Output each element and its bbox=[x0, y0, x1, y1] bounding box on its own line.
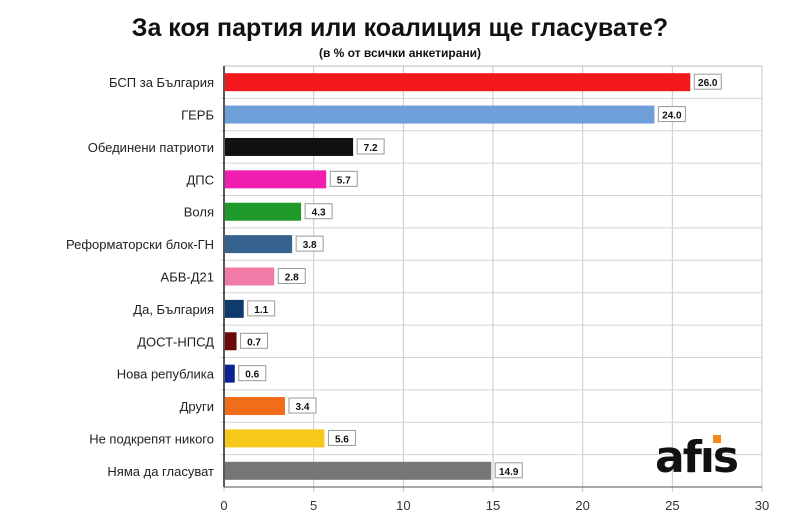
data-label: 0.7 bbox=[247, 337, 261, 348]
bar bbox=[225, 73, 691, 92]
bar bbox=[225, 267, 275, 286]
category-label: Не подкрепят никого bbox=[89, 431, 214, 446]
x-tick-label: 5 bbox=[310, 498, 317, 513]
data-label-box bbox=[295, 235, 324, 252]
bar bbox=[225, 429, 325, 448]
category-label: АБВ-Д21 bbox=[161, 270, 214, 285]
category-label: ДПС bbox=[186, 172, 214, 187]
bar bbox=[225, 235, 293, 254]
data-label: 7.2 bbox=[364, 143, 378, 154]
data-label: 24.0 bbox=[662, 111, 682, 122]
data-label-box bbox=[329, 170, 358, 187]
data-label: 5.7 bbox=[337, 175, 351, 186]
x-tick-label: 0 bbox=[220, 498, 227, 513]
bar bbox=[225, 364, 235, 383]
category-label: ДОСТ-НПСД bbox=[137, 334, 214, 349]
data-label-box bbox=[247, 300, 276, 317]
bar bbox=[225, 170, 327, 189]
data-label: 0.6 bbox=[245, 370, 259, 381]
data-label: 4.3 bbox=[312, 208, 326, 219]
data-label: 26.0 bbox=[698, 78, 718, 89]
chart-title: За коя партия или коалиция ще гласувате? bbox=[131, 14, 669, 42]
bar bbox=[225, 299, 244, 318]
data-label-box bbox=[657, 106, 686, 123]
category-label: Воля bbox=[184, 205, 214, 220]
x-tick-label: 20 bbox=[575, 498, 589, 513]
data-label-box bbox=[277, 268, 306, 284]
data-label-box bbox=[494, 462, 523, 479]
data-label-box bbox=[327, 429, 356, 446]
bar bbox=[225, 397, 285, 416]
data-label-box bbox=[693, 73, 722, 90]
category-label: БСП за България bbox=[109, 75, 214, 90]
data-label: 3.4 bbox=[296, 402, 310, 413]
x-tick-label: 30 bbox=[755, 498, 769, 513]
category-label: Няма да гласуват bbox=[107, 464, 214, 479]
category-label: Да, България bbox=[133, 302, 214, 317]
category-label: Нова република bbox=[117, 367, 215, 382]
bar bbox=[225, 202, 302, 221]
data-label-box bbox=[240, 332, 269, 349]
bar bbox=[225, 461, 492, 480]
data-label: 2.8 bbox=[285, 273, 299, 284]
chart-subtitle: (в % от всички анкетирани) bbox=[318, 46, 482, 60]
data-label-box bbox=[238, 365, 267, 382]
data-label: 14.9 bbox=[499, 467, 519, 478]
category-label: Други bbox=[180, 399, 214, 414]
x-tick-label: 10 bbox=[396, 498, 410, 513]
data-label: 5.6 bbox=[335, 434, 349, 445]
category-label: Реформаторски блок-ГН bbox=[66, 237, 214, 252]
x-tick-label: 25 bbox=[665, 498, 679, 513]
data-label-box bbox=[356, 138, 385, 155]
afis-logo-dot bbox=[713, 435, 721, 443]
category-label: ГЕРБ bbox=[181, 108, 214, 123]
data-label: 3.8 bbox=[303, 240, 317, 251]
afis-logo: afıs bbox=[655, 432, 739, 483]
data-label-box bbox=[288, 397, 317, 414]
bar bbox=[225, 332, 237, 351]
data-label: 1.1 bbox=[254, 305, 268, 316]
x-tick-label: 15 bbox=[486, 498, 500, 513]
bar bbox=[225, 137, 354, 156]
data-label-box bbox=[304, 203, 333, 220]
category-label: Обединени патриоти bbox=[88, 140, 214, 155]
bar bbox=[225, 105, 655, 124]
